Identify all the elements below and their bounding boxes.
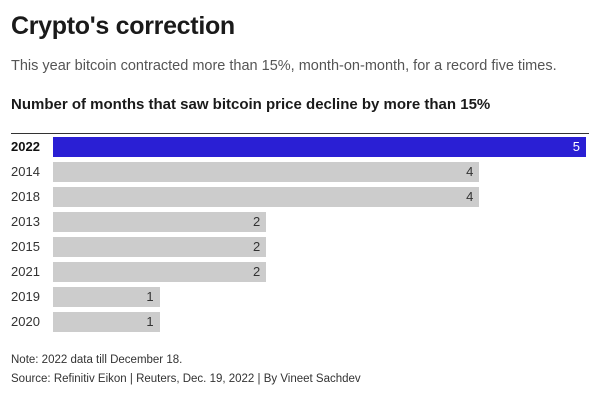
bar-value-2021: 2 bbox=[252, 264, 261, 279]
bar-2015: 2 bbox=[53, 237, 267, 257]
bar-2022: 5 bbox=[53, 137, 586, 157]
source-credit: Source: Refinitiv Eikon | Reuters, Dec. … bbox=[11, 373, 361, 385]
bar-chart: 2022 5 2014 4 2018 4 2013 2 2015 2 2021 2 2019 1 2020 1 bbox=[0, 134, 600, 334]
page-subtitle: This year bitcoin contracted more than 1… bbox=[11, 58, 557, 74]
chart-title: Number of months that saw bitcoin price … bbox=[11, 96, 491, 113]
bar-value-2015: 2 bbox=[252, 239, 261, 254]
bar-value-2019: 1 bbox=[146, 289, 154, 304]
category-label-2014: 2014 bbox=[11, 164, 40, 179]
category-label-2018: 2018 bbox=[11, 189, 40, 204]
footnote: Note: 2022 data till December 18. bbox=[11, 354, 183, 366]
bar-2018: 4 bbox=[53, 187, 480, 207]
category-label-2020: 2020 bbox=[11, 314, 40, 329]
bar-value-2018: 4 bbox=[466, 189, 474, 204]
category-label-2022: 2022 bbox=[11, 139, 40, 154]
bar-2019: 1 bbox=[53, 287, 160, 307]
category-label-2019: 2019 bbox=[11, 289, 40, 304]
bar-2021: 2 bbox=[53, 262, 267, 282]
category-label-2015: 2015 bbox=[11, 239, 40, 254]
page-title: Crypto's correction bbox=[11, 12, 235, 40]
category-label-2013: 2013 bbox=[11, 214, 40, 229]
bar-value-2020: 1 bbox=[146, 314, 154, 329]
chart-top-rule bbox=[11, 133, 589, 134]
category-label-2021: 2021 bbox=[11, 264, 40, 279]
bar-value-2013: 2 bbox=[252, 214, 261, 229]
bar-2014: 4 bbox=[53, 162, 480, 182]
bar-value-2022: 5 bbox=[572, 139, 580, 154]
bar-2020: 1 bbox=[53, 312, 160, 332]
bar-2013: 2 bbox=[53, 212, 267, 232]
bar-value-2014: 4 bbox=[466, 164, 474, 179]
